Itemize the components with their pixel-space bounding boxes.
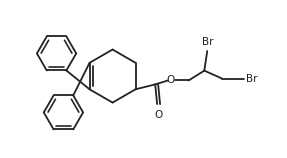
- Text: O: O: [167, 76, 175, 85]
- Text: Br: Br: [246, 73, 257, 84]
- Text: Br: Br: [202, 37, 214, 47]
- Text: O: O: [154, 110, 162, 120]
